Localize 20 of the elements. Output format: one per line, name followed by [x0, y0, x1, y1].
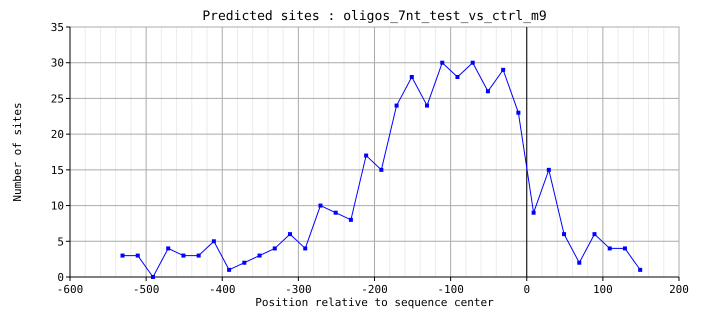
x-tick-label: 100 [592, 283, 613, 296]
x-tick-label: 200 [669, 283, 689, 296]
y-tick-label: 10 [50, 200, 64, 213]
y-tick-label: 30 [50, 56, 64, 70]
x-tick-label: -300 [285, 283, 312, 296]
chart-title: Predicted sites : oligos_7nt_test_vs_ctrl_m9 [202, 9, 547, 24]
x-tick-label: -600 [56, 283, 84, 296]
x-axis-title: Position relative to sequence center [255, 296, 494, 309]
y-tick-label: 0 [57, 271, 64, 284]
y-axis-title: Number of sites [11, 102, 24, 202]
y-tick-label: 20 [50, 128, 64, 142]
y-tick-label: 35 [50, 21, 64, 34]
x-tick-label: -400 [209, 283, 236, 296]
y-tick-label: 15 [50, 164, 64, 177]
x-tick-label: -100 [437, 283, 464, 296]
y-tick-label: 25 [50, 92, 64, 106]
x-tick-label: -500 [132, 283, 160, 296]
x-tick-label: -200 [361, 283, 388, 296]
y-tick-label: 5 [57, 235, 64, 248]
x-tick-label: 0 [523, 283, 530, 296]
